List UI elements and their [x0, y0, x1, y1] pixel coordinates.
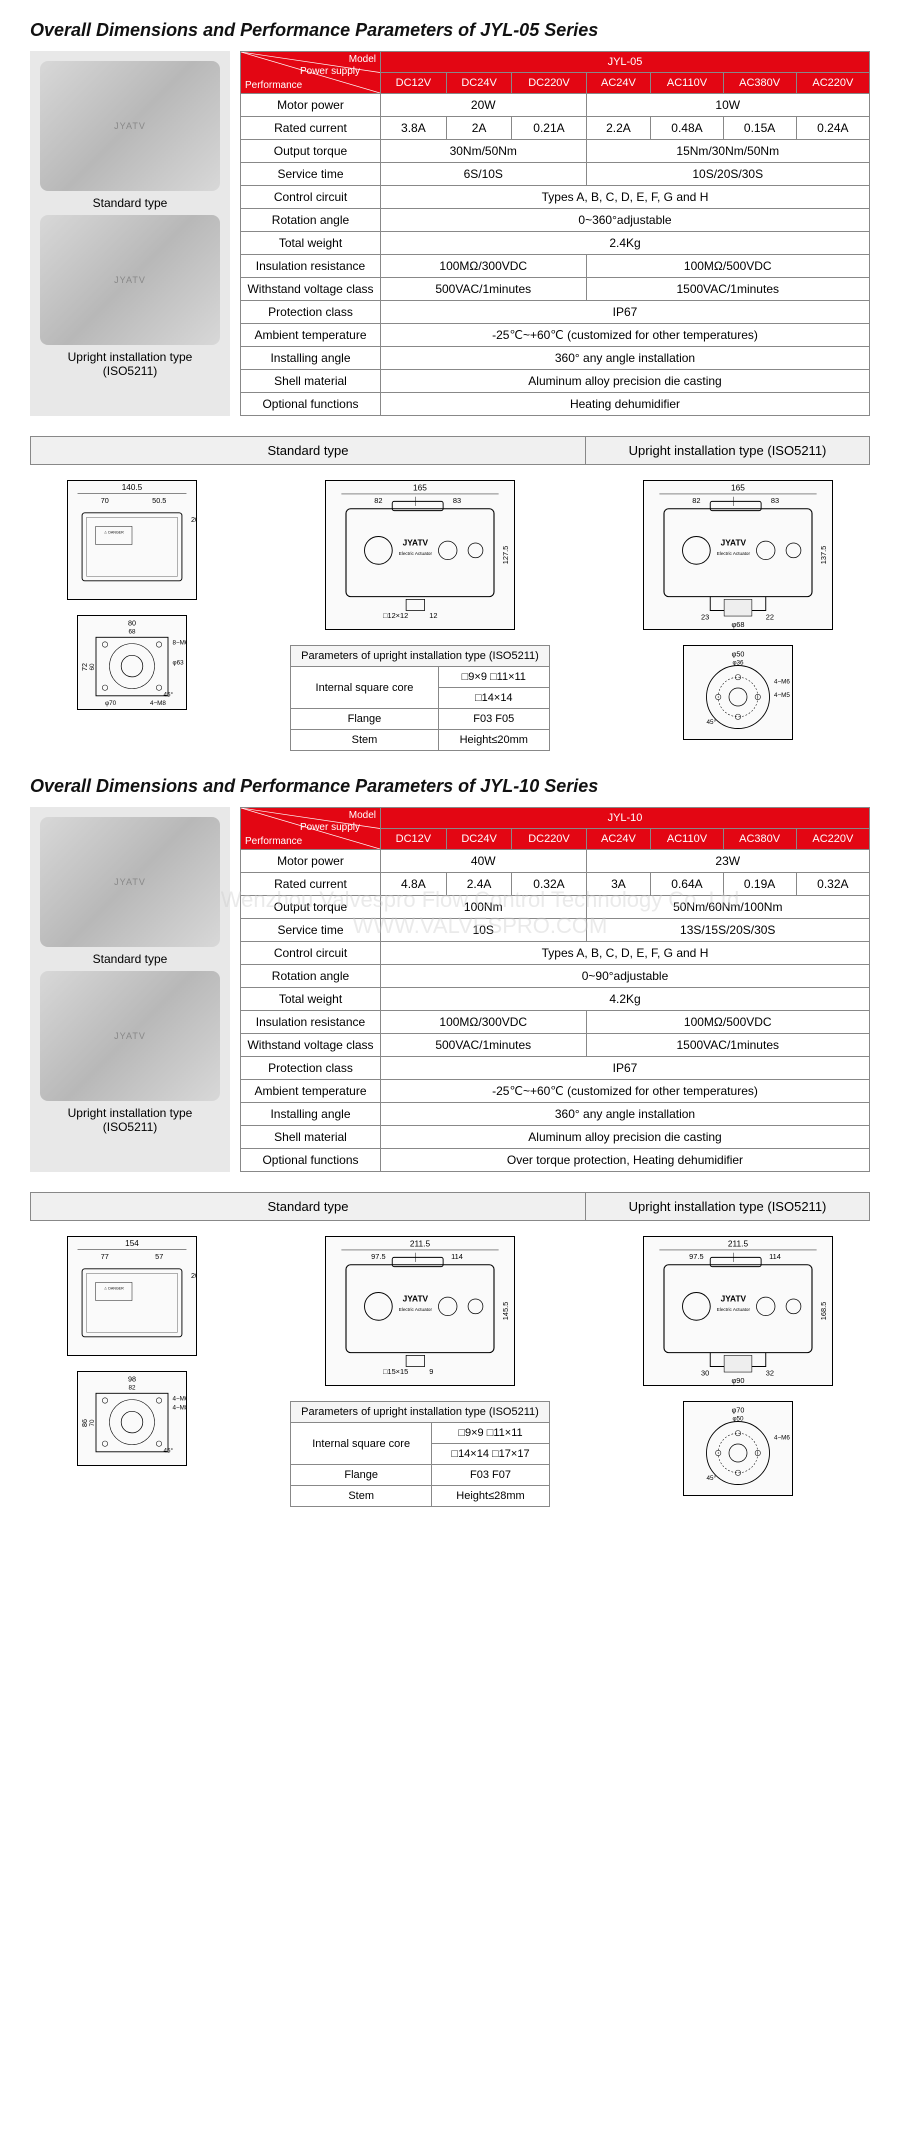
svg-text:JYATV: JYATV	[403, 1294, 429, 1304]
svg-text:165: 165	[731, 482, 745, 492]
svg-text:φ68: φ68	[732, 620, 745, 629]
round-flange-drawing: φ50 φ36 4−M6 4−M5 45°	[683, 645, 793, 740]
front-drawing: 211.5 97.5 114 JYATV Electric Actuator 1…	[325, 1236, 515, 1386]
svg-text:45°: 45°	[707, 718, 717, 726]
svg-text:JYATV: JYATV	[403, 538, 429, 548]
product-caption: Upright installation type (ISO5211)	[40, 350, 220, 378]
svg-text:70: 70	[100, 496, 108, 505]
svg-text:30: 30	[701, 1369, 709, 1378]
svg-text:82: 82	[374, 496, 382, 505]
svg-text:98: 98	[128, 1375, 136, 1384]
svg-text:φ63: φ63	[172, 659, 184, 666]
product-images: Standard type Upright installation type (…	[30, 51, 230, 416]
svg-text:82: 82	[693, 496, 701, 505]
svg-text:83: 83	[453, 496, 461, 505]
front-drawing: 211.5 97.5 114 JYATV Electric Actuator 1…	[643, 1236, 833, 1386]
upright-param-table: Parameters of upright installation type …	[290, 645, 550, 751]
svg-text:□15×15: □15×15	[383, 1367, 408, 1376]
svg-text:45°: 45°	[163, 1447, 173, 1455]
svg-text:211.5: 211.5	[728, 1238, 749, 1248]
svg-text:45°: 45°	[707, 1474, 717, 1482]
svg-text:72: 72	[80, 663, 89, 671]
svg-text:145.5: 145.5	[501, 1302, 510, 1321]
front-drawing: 165 82 83 JYATV Electric Actuator 127.5 …	[325, 480, 515, 630]
product-images: Standard type Upright installation type (…	[30, 807, 230, 1172]
svg-text:9: 9	[429, 1367, 433, 1376]
svg-text:154: 154	[125, 1239, 139, 1248]
svg-text:168.5: 168.5	[819, 1302, 828, 1321]
bottom-drawing: 80 68 8−M6 φ63 72 60 45° φ70 4−M8	[77, 615, 187, 710]
svg-text:77: 77	[100, 1252, 108, 1261]
svg-text:φ50: φ50	[732, 650, 745, 659]
svg-text:80: 80	[128, 619, 136, 628]
svg-text:86: 86	[80, 1419, 89, 1427]
svg-text:82: 82	[128, 1385, 136, 1392]
svg-text:4−M8: 4−M8	[172, 1405, 186, 1412]
spec-table: Model Power supply Performance JYL-05 DC…	[240, 51, 870, 416]
svg-text:φ70: φ70	[732, 1406, 745, 1415]
svg-text:70: 70	[89, 1419, 96, 1427]
dim-headers: Standard typeUpright installation type (…	[30, 436, 870, 465]
dim-drawings: 140.5 70 50.5 ⚠ DANGER 20 80 68 8−M6 φ63…	[30, 465, 870, 766]
product-caption: Upright installation type (ISO5211)	[40, 1106, 220, 1134]
product-photo	[40, 817, 220, 947]
svg-text:12: 12	[429, 611, 437, 620]
section-title: Overall Dimensions and Performance Param…	[30, 20, 870, 41]
svg-text:165: 165	[413, 482, 427, 492]
bottom-drawing: 98 82 4−M6 4−M8 86 70 45°	[77, 1371, 187, 1466]
svg-text:68: 68	[128, 629, 136, 636]
product-photo	[40, 215, 220, 345]
svg-text:20: 20	[191, 515, 196, 524]
svg-text:4−M8: 4−M8	[150, 700, 166, 707]
svg-text:□12×12: □12×12	[383, 611, 408, 620]
svg-text:137.5: 137.5	[819, 546, 828, 565]
svg-text:JYATV: JYATV	[721, 538, 747, 548]
svg-text:4−M5: 4−M5	[774, 692, 790, 699]
svg-text:⚠ DANGER: ⚠ DANGER	[104, 1287, 124, 1291]
svg-text:Electric Actuator: Electric Actuator	[399, 1307, 433, 1312]
dim-drawings: 154 77 57 ⚠ DANGER 20 98 82 4−M6 4−M8 86…	[30, 1221, 870, 1522]
svg-text:140.5: 140.5	[122, 483, 143, 492]
svg-text:60: 60	[89, 663, 96, 671]
svg-text:50.5: 50.5	[152, 496, 166, 505]
svg-text:4−M6: 4−M6	[172, 1396, 186, 1403]
svg-text:114: 114	[769, 1252, 781, 1261]
svg-text:211.5: 211.5	[410, 1238, 431, 1248]
svg-text:4−M6: 4−M6	[774, 1435, 790, 1442]
svg-text:⚠ DANGER: ⚠ DANGER	[104, 531, 124, 535]
svg-text:97.5: 97.5	[371, 1252, 385, 1261]
svg-text:JYATV: JYATV	[721, 1294, 747, 1304]
svg-text:Electric Actuator: Electric Actuator	[717, 1307, 751, 1312]
product-caption: Standard type	[93, 196, 168, 210]
section-title: Overall Dimensions and Performance Param…	[30, 776, 870, 797]
svg-text:114: 114	[451, 1252, 463, 1261]
spec-table: Model Power supply Performance JYL-10 DC…	[240, 807, 870, 1172]
svg-text:φ90: φ90	[732, 1376, 745, 1385]
svg-text:4−M6: 4−M6	[774, 679, 790, 686]
svg-text:Electric Actuator: Electric Actuator	[399, 551, 433, 556]
product-photo	[40, 971, 220, 1101]
svg-text:φ70: φ70	[105, 700, 117, 707]
dim-headers: Standard typeUpright installation type (…	[30, 1192, 870, 1221]
svg-text:23: 23	[701, 613, 709, 622]
side-drawing: 140.5 70 50.5 ⚠ DANGER 20	[67, 480, 197, 600]
svg-text:8−M6: 8−M6	[172, 640, 186, 647]
side-drawing: 154 77 57 ⚠ DANGER 20	[67, 1236, 197, 1356]
product-caption: Standard type	[93, 952, 168, 966]
upright-param-table: Parameters of upright installation type …	[290, 1401, 550, 1507]
svg-text:32: 32	[766, 1369, 774, 1378]
svg-text:83: 83	[771, 496, 779, 505]
svg-text:57: 57	[155, 1252, 163, 1261]
svg-text:127.5: 127.5	[501, 546, 510, 565]
front-drawing: 165 82 83 JYATV Electric Actuator 137.5 …	[643, 480, 833, 630]
svg-text:20: 20	[191, 1271, 196, 1280]
product-photo	[40, 61, 220, 191]
svg-text:97.5: 97.5	[689, 1252, 703, 1261]
svg-text:45°: 45°	[163, 691, 173, 699]
round-flange-drawing: φ70 φ50 4−M6 45°	[683, 1401, 793, 1496]
svg-text:22: 22	[766, 613, 774, 622]
svg-text:Electric Actuator: Electric Actuator	[717, 551, 751, 556]
